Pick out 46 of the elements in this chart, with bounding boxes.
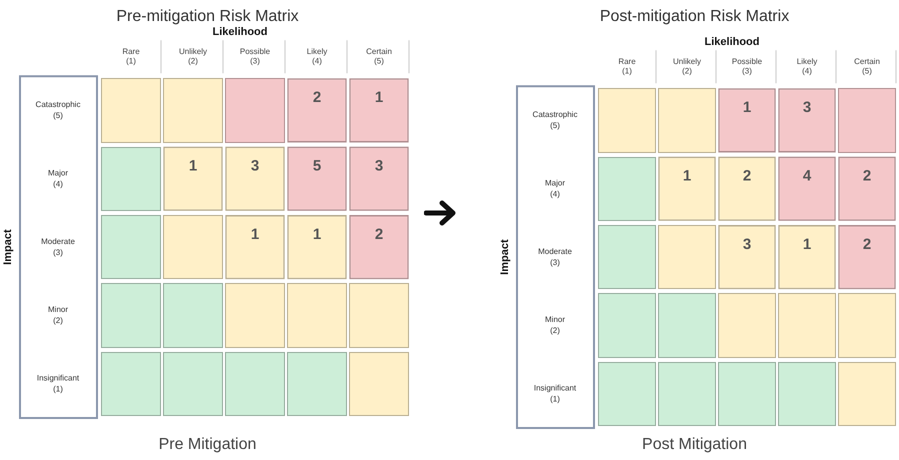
data-label: 2 [312,89,322,106]
text: Post Mitigation [641,436,748,454]
x-axis-title: Likelihood [704,36,760,48]
y-tick-label: Minor (2) [544,315,566,336]
data-label: 1 [742,99,752,116]
y-axis-title: Impact [2,229,14,265]
data-label: 2 [862,236,872,253]
x-tick-label: Certain (5) [854,57,880,76]
x-tick-label: Possible (3) [240,47,271,66]
data-label: 1 [312,226,322,243]
data-label: 2 [374,226,384,243]
data-label: 3 [742,236,752,253]
x-tick-label: Likely (4) [306,47,328,66]
chart-title: Pre-mitigation Risk Matrix [115,8,300,26]
data-label: 1 [188,158,198,175]
data-label: 5 [312,158,322,175]
data-label: 1 [250,226,260,243]
data-label: 2 [862,168,872,185]
x-tick-label: Unlikely (2) [672,57,702,76]
data-label: 2 [742,168,752,185]
y-tick-label: Moderate (3) [41,236,76,257]
x-tick-label: Rare (1) [122,47,140,66]
y-tick-label: Major (4) [48,168,68,188]
data-label: 1 [802,236,812,253]
y-tick-label: Minor (2) [48,305,68,326]
data-label: 4 [802,168,812,185]
x-tick-label: Likely (4) [796,57,818,76]
y-tick-label: Major (4) [544,178,566,198]
data-label: 3 [374,158,384,175]
data-label: 3 [802,99,812,116]
y-tick-label: Insignificant (1) [36,374,80,394]
data-label: 3 [250,158,260,175]
x-tick-label: Possible (3) [732,57,763,76]
y-tick-label: Catastrophic (5) [532,110,578,130]
y-tick-label: Moderate (3) [538,246,572,267]
data-label: 1 [374,89,384,106]
x-tick-label: Certain (5) [366,47,392,66]
x-tick-label: Rare (1) [618,57,636,76]
data-label: 1 [682,168,692,185]
x-axis-title: Likelihood [212,26,268,38]
x-tick-label: Unlikely (2) [178,47,208,66]
chart-title: Post-mitigation Risk Matrix [598,8,790,26]
y-tick-label: Insignificant (1) [534,384,577,404]
y-axis-title: Impact [499,239,512,275]
text: Pre Mitigation [158,436,258,454]
y-tick-label: Catastrophic (5) [36,100,80,120]
